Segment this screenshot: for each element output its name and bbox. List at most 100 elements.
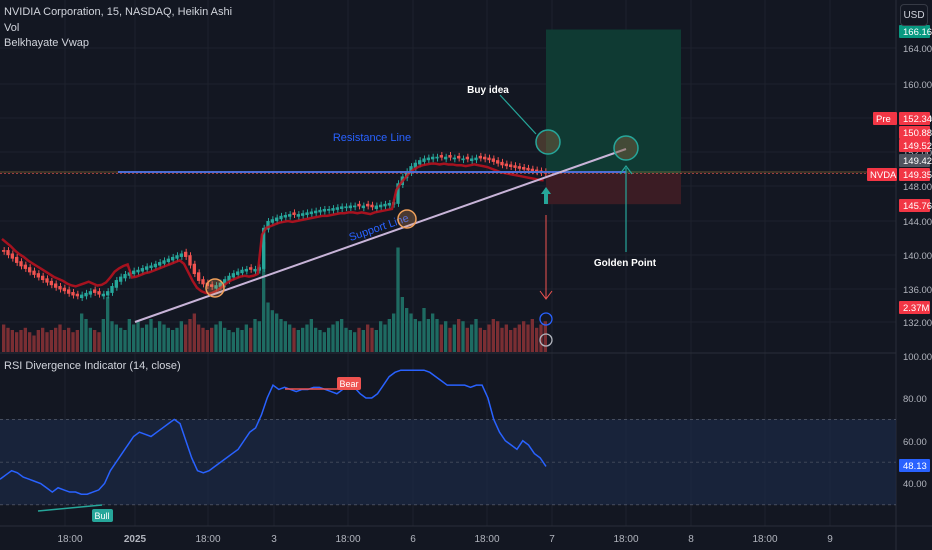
candle bbox=[478, 155, 482, 159]
volume-bar bbox=[240, 330, 244, 352]
volume-bar bbox=[478, 327, 482, 352]
volume-bar bbox=[54, 327, 58, 352]
candle bbox=[149, 265, 153, 269]
volume-bar bbox=[67, 327, 71, 352]
volume-bar bbox=[500, 327, 504, 352]
volume-bar bbox=[15, 332, 19, 352]
bear-label: Bear bbox=[339, 379, 358, 389]
volume-bar bbox=[71, 332, 75, 352]
volume-bar bbox=[439, 324, 443, 352]
volume-bar bbox=[305, 324, 309, 352]
candle bbox=[2, 250, 6, 252]
time-tick: 2025 bbox=[124, 534, 147, 545]
volume-bar bbox=[461, 321, 465, 352]
candle bbox=[431, 156, 435, 160]
volume-legend[interactable]: Vol bbox=[4, 22, 20, 34]
candle bbox=[54, 283, 58, 288]
candle bbox=[275, 217, 279, 221]
volume-bar bbox=[75, 330, 79, 352]
volume-bar bbox=[175, 327, 179, 352]
volume-bar bbox=[413, 319, 417, 352]
candle bbox=[292, 212, 296, 215]
currency-button[interactable]: USD bbox=[900, 4, 928, 26]
price-tick: 132.00 bbox=[903, 318, 932, 329]
candle bbox=[296, 214, 300, 217]
volume-bar bbox=[522, 321, 526, 352]
bull-label: Bull bbox=[94, 511, 109, 521]
candle bbox=[67, 289, 71, 294]
candle bbox=[496, 160, 500, 164]
candle bbox=[23, 264, 27, 269]
time-tick: 6 bbox=[410, 534, 416, 545]
candle bbox=[201, 279, 205, 285]
rsi-legend[interactable]: RSI Divergence Indicator (14, close) bbox=[4, 360, 181, 372]
candle bbox=[80, 294, 84, 299]
price-tick: 136.00 bbox=[903, 285, 932, 296]
volume-bar bbox=[45, 332, 49, 352]
volume-bar bbox=[140, 327, 144, 352]
candle bbox=[439, 155, 443, 158]
volume-bar bbox=[218, 321, 222, 352]
volume-bars bbox=[2, 242, 547, 352]
volume-bar bbox=[145, 324, 149, 352]
volume-bar bbox=[244, 324, 248, 352]
price-badge-bg bbox=[899, 25, 930, 38]
candle bbox=[526, 167, 530, 171]
candle bbox=[62, 287, 66, 292]
golden-point-arrowhead bbox=[619, 165, 633, 175]
volume-bar bbox=[379, 321, 383, 352]
candle bbox=[236, 271, 240, 275]
volume-bar bbox=[535, 327, 539, 352]
volume-bar bbox=[292, 327, 296, 352]
price-tick: 140.00 bbox=[903, 251, 932, 262]
volume-bar bbox=[335, 321, 339, 352]
vwap-legend[interactable]: Belkhayate Vwap bbox=[4, 37, 89, 49]
volume-bar bbox=[309, 319, 313, 352]
position-zones bbox=[546, 29, 681, 205]
candle bbox=[262, 227, 266, 269]
volume-bar bbox=[353, 332, 357, 352]
candle bbox=[240, 269, 244, 274]
candle bbox=[279, 215, 283, 220]
volume-bar bbox=[400, 297, 404, 352]
price-badge-bg bbox=[899, 168, 930, 181]
candle bbox=[10, 253, 14, 259]
earnings-icon bbox=[539, 333, 553, 347]
price-badge-bg bbox=[899, 112, 930, 125]
volume-bar bbox=[84, 319, 88, 352]
volume-bar bbox=[88, 327, 92, 352]
volume-bar bbox=[262, 242, 266, 352]
rsi-value-badge: 48.13 bbox=[903, 461, 927, 472]
candle bbox=[249, 267, 253, 270]
volume-bar bbox=[214, 324, 218, 352]
price-badge-value: 2.37M bbox=[903, 303, 929, 314]
rsi-panel: Bear Bull bbox=[0, 369, 896, 522]
candle bbox=[374, 205, 378, 209]
volume-bar bbox=[275, 313, 279, 352]
candle bbox=[19, 261, 23, 267]
volume-bar bbox=[58, 324, 62, 352]
price-tick: 152.00 bbox=[903, 148, 932, 159]
volume-bar bbox=[322, 332, 326, 352]
candle bbox=[435, 156, 439, 159]
price-badge-value: 166.16 bbox=[903, 27, 932, 38]
volume-bar bbox=[171, 330, 175, 352]
bull-label-bg bbox=[92, 509, 113, 522]
candle bbox=[158, 262, 162, 266]
candle bbox=[422, 158, 426, 162]
volume-bar bbox=[19, 330, 23, 352]
volume-bar bbox=[348, 330, 352, 352]
volume-bar bbox=[509, 330, 513, 352]
buy-idea-arrow bbox=[499, 94, 537, 135]
candle bbox=[84, 292, 88, 297]
volume-bar bbox=[288, 324, 292, 352]
symbol-legend[interactable]: NVIDIA Corporation, 15, NASDAQ, Heikin A… bbox=[4, 6, 233, 18]
candle bbox=[387, 202, 391, 206]
volume-bar bbox=[318, 330, 322, 352]
volume-bar bbox=[448, 327, 452, 352]
volume-bar bbox=[340, 319, 344, 352]
candle bbox=[123, 274, 127, 279]
price-badge-label-bg bbox=[867, 168, 897, 181]
